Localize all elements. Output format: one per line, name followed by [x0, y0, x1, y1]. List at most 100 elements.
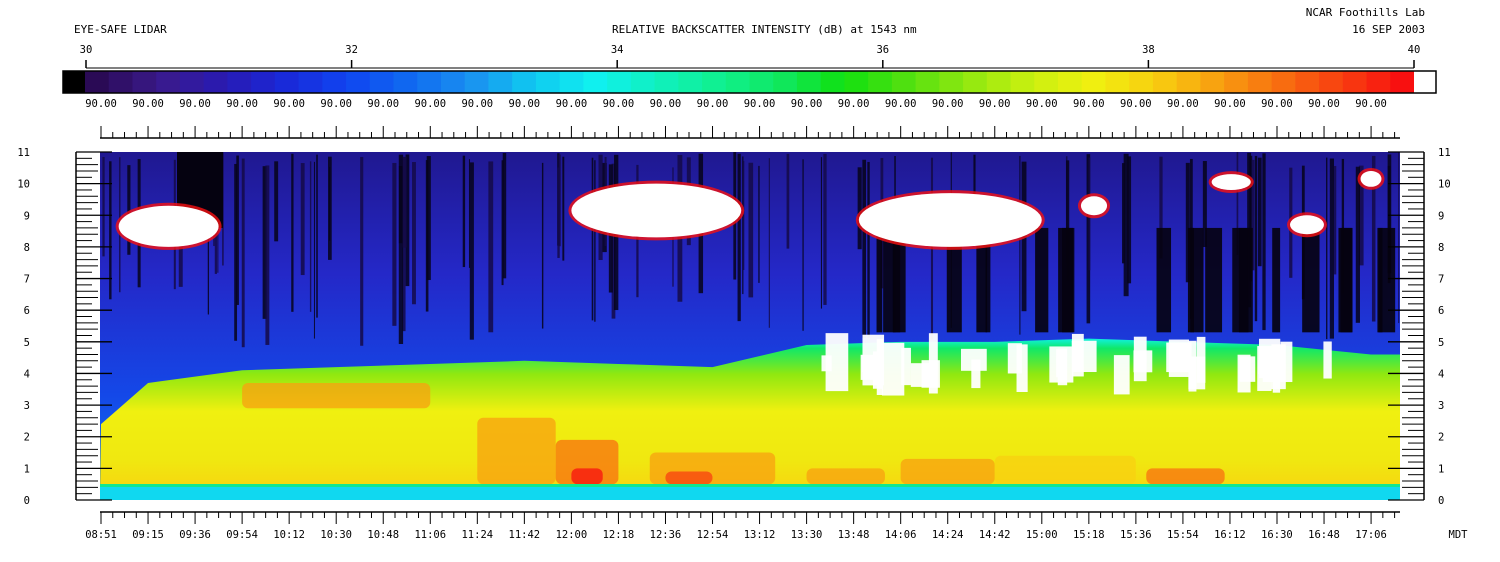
- aerosol-top: [971, 359, 981, 389]
- dark-streak: [309, 161, 312, 312]
- x-tick-label: 13:30: [791, 529, 823, 541]
- x-tick-label: 15:00: [1026, 529, 1058, 541]
- y-tick-label: 1: [1438, 463, 1444, 475]
- aerosol-layer: [900, 458, 995, 485]
- colorbar-segment: [156, 71, 181, 93]
- dark-streak: [469, 162, 474, 340]
- y-tick-label: 2: [1438, 432, 1444, 444]
- colorbar-segment: [844, 71, 869, 93]
- x-tick-label: 13:48: [838, 529, 870, 541]
- x-tick-label: 11:42: [509, 529, 541, 541]
- aerosol-layer: [1146, 468, 1225, 485]
- dark-streak: [265, 165, 270, 345]
- dark-streak: [591, 157, 594, 321]
- colorbar-segment-label: 90.00: [132, 98, 164, 110]
- dark-streak: [402, 156, 407, 248]
- x-tick-label: 11:24: [461, 529, 493, 541]
- colorbar-segment: [1034, 71, 1059, 93]
- colorbar-segment-label: 90.00: [556, 98, 588, 110]
- dark-streak: [274, 161, 279, 242]
- colorbar-segment: [1247, 71, 1273, 93]
- aerosol-top: [1239, 356, 1256, 382]
- colorbar-tick-label: 38: [1142, 44, 1155, 56]
- dark-streak: [893, 227, 901, 333]
- dark-streak: [786, 153, 790, 249]
- colorbar-segment-label: 90.00: [1261, 98, 1293, 110]
- colorbar-segment: [203, 71, 228, 93]
- aerosol-top: [825, 333, 849, 392]
- colorbar-segment: [820, 71, 846, 93]
- x-tick-label: 09:54: [226, 529, 258, 541]
- colorbar-segment: [393, 71, 418, 93]
- dark-streak: [1355, 166, 1360, 323]
- colorbar-segment: [986, 71, 1012, 93]
- cloud: [1080, 196, 1108, 216]
- dark-streak: [883, 227, 896, 333]
- aerosol-layer: [571, 468, 603, 485]
- aerosol-top: [821, 355, 832, 372]
- dark-streak: [1302, 227, 1320, 333]
- right-y-axis: 0 1 2 3 4 5 6 7 8 9 10 11: [1388, 147, 1451, 507]
- date-label: 16 SEP 2003: [1352, 23, 1425, 36]
- aerosol-top: [1056, 348, 1066, 378]
- aerosol-top: [881, 342, 905, 396]
- dark-streak: [1205, 227, 1223, 333]
- dark-streak: [1387, 154, 1392, 274]
- aerosol-top: [1113, 355, 1130, 395]
- y-tick-label: 4: [24, 368, 30, 380]
- dark-streak: [1341, 158, 1345, 294]
- y-tick-label: 8: [24, 242, 30, 254]
- colorbar-segment: [773, 71, 798, 93]
- dark-streak: [405, 154, 410, 287]
- colorbar-frame: [62, 70, 1437, 94]
- colorbar-segment: [1058, 71, 1083, 93]
- colorbar-segment-label: 90.00: [791, 98, 823, 110]
- colorbar-segment: [346, 71, 371, 93]
- cloud: [571, 183, 742, 238]
- dark-streak: [1127, 156, 1132, 284]
- colorbar-segment: [1081, 71, 1107, 93]
- x-tick-label: 10:12: [273, 529, 305, 541]
- dark-streak: [1257, 157, 1262, 267]
- dark-streak: [823, 153, 827, 305]
- dark-streak: [541, 162, 544, 329]
- dark-streak: [236, 155, 239, 305]
- dark-streak: [802, 159, 804, 331]
- colorbar-segment: [1129, 71, 1154, 93]
- dark-streak: [594, 160, 596, 322]
- dark-streak: [557, 167, 560, 258]
- colorbar-segment-label: 90.00: [838, 98, 870, 110]
- dark-streak: [468, 159, 470, 268]
- dark-streak: [1123, 153, 1129, 297]
- dark-streak: [1159, 156, 1163, 259]
- dark-streak: [1066, 160, 1070, 281]
- top-minor-tick-axis: [100, 126, 1400, 139]
- x-tick-label: 16:48: [1308, 529, 1340, 541]
- colorbar-segment-label: 90.00: [744, 98, 776, 110]
- aerosol-layer: [806, 468, 885, 485]
- colorbar-segment: [132, 71, 157, 93]
- aerosol-top: [1323, 341, 1332, 379]
- aerosol-top: [1016, 344, 1028, 392]
- dark-streak: [412, 162, 416, 305]
- dark-streak: [1185, 162, 1190, 283]
- colorbar-segment: [963, 71, 988, 93]
- dark-streak: [502, 152, 507, 279]
- dark-streak: [1156, 227, 1172, 333]
- dark-streak: [1338, 227, 1353, 333]
- dark-streak: [102, 156, 105, 257]
- dark-streak: [758, 165, 760, 283]
- dark-streak: [1358, 165, 1364, 266]
- x-tick-label: 12:18: [603, 529, 635, 541]
- aerosol-top: [960, 348, 987, 371]
- dark-streak: [426, 156, 431, 281]
- aerosol-top: [1257, 346, 1272, 391]
- dark-streak: [262, 166, 267, 319]
- colorbar-segment: [725, 71, 751, 93]
- dark-streak: [360, 156, 364, 346]
- colorbar-segment-label: 90.00: [650, 98, 682, 110]
- colorbar-segment: [678, 71, 703, 93]
- colorbar-segment: [1271, 71, 1296, 93]
- y-tick-label: 10: [17, 179, 30, 191]
- y-tick-label: 11: [1438, 147, 1451, 159]
